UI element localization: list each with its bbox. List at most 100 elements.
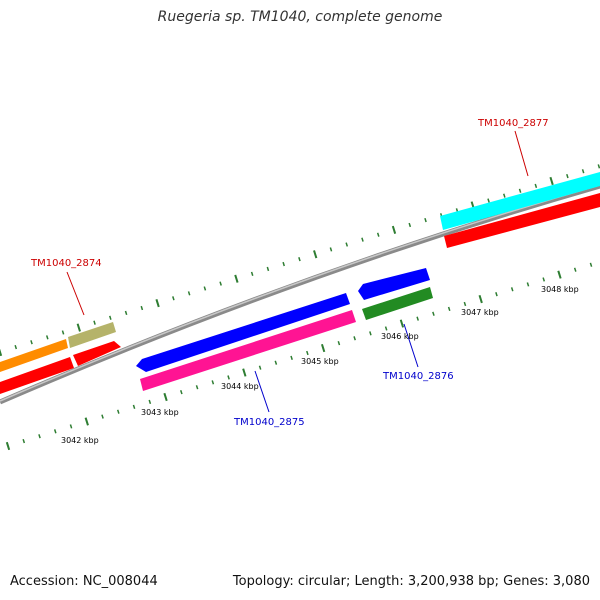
- scale-label-3045: 3045 kbp: [301, 357, 339, 366]
- scale-label-3047: 3047 kbp: [461, 308, 499, 317]
- upper-row-major-tick: [76, 323, 81, 332]
- upper-row-minor-tick: [298, 257, 301, 262]
- lower-row-minor-tick: [274, 360, 278, 365]
- lower-row-minor-tick: [101, 414, 104, 419]
- lower-row-minor-tick: [227, 375, 230, 380]
- upper-row-major-tick: [0, 348, 3, 357]
- lower-row-major-tick: [84, 417, 89, 426]
- lower-row-minor-tick: [432, 311, 435, 316]
- lower-row-minor-tick: [38, 434, 41, 439]
- lower-row-minor-tick: [195, 385, 199, 390]
- gene-label-2877[interactable]: TM1040_2877: [477, 118, 549, 129]
- lower-row-minor-tick: [337, 341, 341, 346]
- upper-row-minor-tick: [487, 198, 490, 203]
- upper-row-minor-tick: [424, 217, 427, 223]
- gene-magenta-2875[interactable]: [140, 310, 356, 391]
- upper-row-minor-tick: [14, 344, 18, 350]
- lower-row-major-tick: [320, 343, 326, 353]
- lower-row-minor-tick: [384, 326, 388, 331]
- gene-khaki[interactable]: [68, 322, 116, 348]
- lower-row-minor-tick: [53, 429, 57, 434]
- gene-red-left[interactable]: [0, 357, 74, 394]
- lower-row-minor-tick: [416, 316, 419, 321]
- upper-row-minor-tick: [581, 169, 585, 174]
- upper-row-major-tick: [234, 274, 239, 283]
- upper-row-minor-tick: [250, 271, 254, 276]
- upper-row-minor-tick: [45, 335, 49, 340]
- upper-row-minor-tick: [329, 247, 333, 252]
- upper-row-minor-tick: [566, 173, 569, 179]
- upper-row-minor-tick: [93, 320, 96, 325]
- upper-row-minor-tick: [518, 188, 522, 193]
- upper-row-minor-tick: [534, 183, 538, 189]
- lower-row-minor-tick: [132, 404, 136, 409]
- upper-row-minor-tick: [124, 310, 128, 316]
- gene-green-2876[interactable]: [362, 287, 433, 320]
- lower-row-major-tick: [399, 319, 405, 328]
- lower-row-minor-tick: [369, 331, 372, 336]
- lower-row-major-tick: [557, 270, 562, 279]
- upper-row-minor-tick: [361, 237, 364, 242]
- lower-row-minor-tick: [69, 424, 73, 429]
- lower-row-minor-tick: [290, 355, 293, 360]
- lower-row-major-tick: [242, 368, 247, 377]
- upper-row-minor-tick: [282, 261, 285, 267]
- scale-label-3044: 3044 kbp: [221, 382, 259, 391]
- gene-label-2875[interactable]: TM1040_2875: [233, 417, 305, 428]
- upper-row-minor-tick: [503, 193, 506, 198]
- tick-row-lower: [5, 262, 593, 451]
- gene-red-2874[interactable]: [73, 341, 121, 366]
- leader-2875: [254, 370, 270, 413]
- upper-row-major-tick: [313, 250, 318, 259]
- lower-row-minor-tick: [22, 438, 26, 444]
- upper-row-minor-tick: [597, 164, 600, 169]
- map-title: Ruegeria sp. TM1040, complete genome: [157, 9, 443, 25]
- scale-label-3048: 3048 kbp: [541, 285, 579, 294]
- lower-row-minor-tick: [353, 336, 356, 341]
- scale-label-3043: 3043 kbp: [141, 408, 179, 417]
- upper-row-minor-tick: [30, 340, 33, 345]
- lower-row-minor-tick: [258, 365, 262, 370]
- upper-row-minor-tick: [376, 232, 380, 237]
- upper-row-minor-tick: [408, 222, 412, 228]
- lower-row-minor-tick: [542, 277, 546, 282]
- gene-red-2877[interactable]: [444, 193, 600, 248]
- lower-row-major-tick: [5, 441, 11, 451]
- leader-2877: [514, 130, 529, 177]
- genome-summary-text: Topology: circular; Length: 3,200,938 bp…: [232, 574, 590, 589]
- lower-row-minor-tick: [148, 399, 152, 405]
- gene-label-2874[interactable]: TM1040_2874: [30, 258, 102, 269]
- lower-row-minor-tick: [510, 287, 514, 292]
- genome-backbone: [0, 183, 600, 405]
- gene-orange[interactable]: [0, 339, 68, 372]
- genome-backbone-highlight: [0, 184, 600, 402]
- lower-row-minor-tick: [211, 380, 215, 385]
- lower-row-major-tick: [478, 294, 483, 304]
- upper-row-minor-tick: [203, 286, 207, 291]
- leader-2876: [403, 323, 419, 368]
- gene-label-2876[interactable]: TM1040_2876: [382, 371, 454, 382]
- lower-row-major-tick: [163, 392, 168, 402]
- lower-row-minor-tick: [463, 301, 467, 307]
- upper-row-minor-tick: [61, 330, 65, 335]
- lower-row-minor-tick: [180, 389, 183, 395]
- accession-text: Accession: NC_008044: [10, 574, 158, 589]
- upper-row-minor-tick: [345, 242, 349, 247]
- upper-row-minor-tick: [140, 305, 144, 311]
- upper-row-minor-tick: [109, 315, 112, 320]
- upper-row-minor-tick: [172, 296, 175, 301]
- lower-row-minor-tick: [495, 292, 498, 297]
- gene-cyan-2877[interactable]: [440, 172, 600, 230]
- lower-row-minor-tick: [447, 306, 451, 312]
- gene-blue-2876[interactable]: [358, 268, 430, 300]
- upper-row-major-tick: [549, 176, 554, 186]
- lower-row-minor-tick: [116, 409, 120, 414]
- upper-row-major-tick: [391, 225, 397, 234]
- lower-row-minor-tick: [589, 262, 593, 267]
- upper-row-minor-tick: [187, 291, 191, 296]
- gene-blue-2875[interactable]: [136, 293, 350, 372]
- tick-row-upper: [0, 164, 600, 357]
- scale-label-3042: 3042 kbp: [61, 436, 99, 445]
- scale-label-3046: 3046 kbp: [381, 332, 419, 341]
